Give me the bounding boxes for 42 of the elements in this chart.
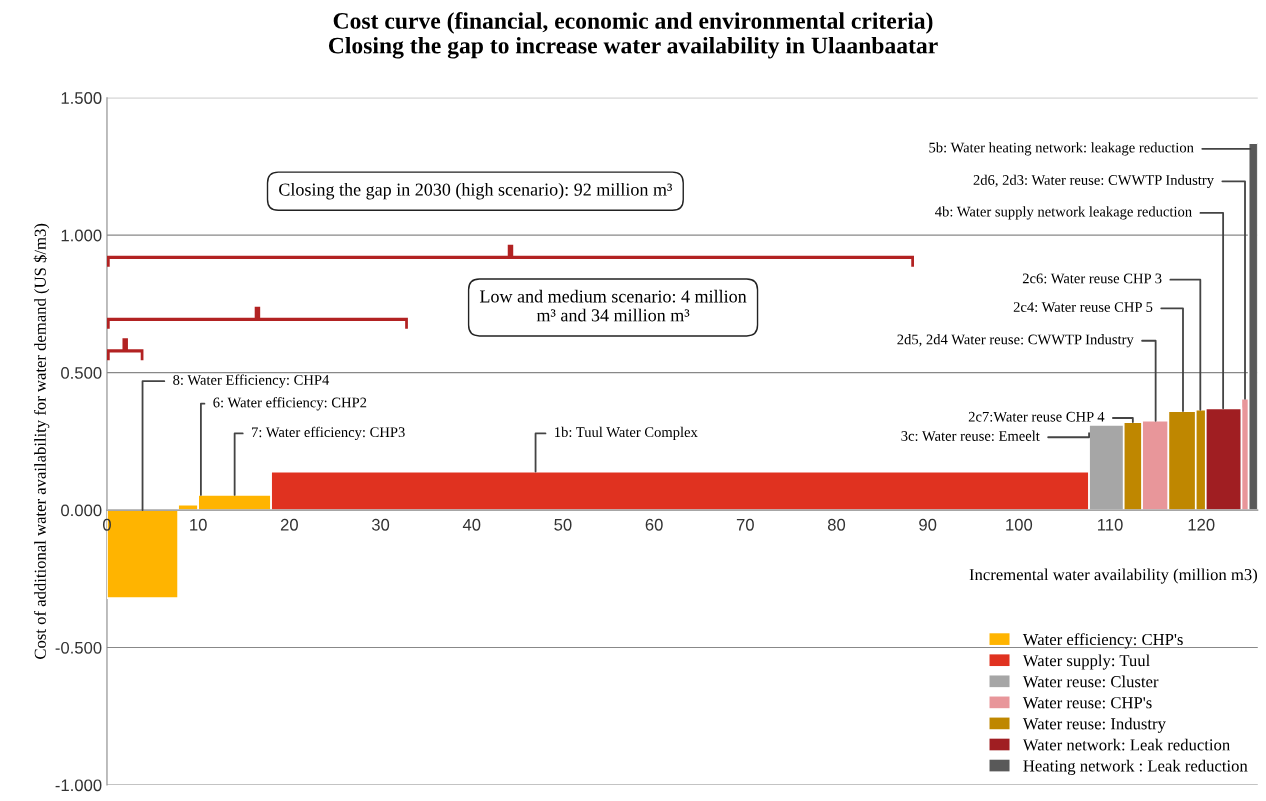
legend-label: Water reuse: Cluster [1022,675,1159,688]
annotation: 6: Water efficiency: CHP2 [213,396,367,411]
annotation: 2d6, 2d3: Water reuse: CWWTP Industry [973,174,1214,188]
y-tick-label: 0.000 [61,504,102,517]
annotation: 1b: Tuul Water Complex [555,426,698,440]
y-tick-label: 1.500 [61,92,102,104]
x-tick-label: 60 [645,518,663,531]
legend-label: Water reuse: CHP's [1022,697,1152,709]
annotation: 2d5, 2d4 Water reuse: CWWTP Industry [897,334,1134,348]
legend-label: Heating network : Leak reduction [1023,759,1248,775]
x-tick-label: 10 [190,518,207,531]
x-tick-label: 80 [827,518,846,531]
y-tick-label: 1.000 [61,229,102,242]
legend-label: Water efficiency: CHP's [1022,633,1183,649]
annotation: 7: Water efficiency: CHP3 [252,426,405,441]
annotation: 2c7:Water reuse CHP 4 [968,411,1105,422]
chart-title: Cost curve (financial, economic and environmental criteria) Closing the gap to increase water availability in Ulaanbaatar [328,12,938,59]
x-tick-label: 120 [1188,518,1215,531]
annotation: 8: Water Efficiency: CHP4 [173,374,330,388]
x-tick-label: 20 [280,518,298,531]
x-tick-label: 90 [919,518,937,531]
legend-label: Water reuse: Industry [1022,717,1166,733]
annotation: Closing the gap in 2030 (high scenario): 92 million m³ [279,182,673,200]
x-axis-title: Incremental water availability (million m3) [969,568,1258,584]
legend-label: Water supply: Tuul [1022,654,1150,670]
annotation: 2c6: Water reuse CHP 3 [1022,273,1162,284]
y-tick-label: 0.500 [61,367,102,379]
x-tick-label: 50 [554,518,572,531]
x-tick-label: 40 [462,518,481,531]
y-axis-title: Cost of additional water availability for water demand (US $/m3) [33,223,50,659]
x-tick-label: 70 [736,518,754,531]
annotation: 2c4: Water reuse CHP 5 [1013,302,1153,313]
x-tick-label: 110 [1098,518,1123,531]
x-tick-label: 100 [1006,518,1033,531]
annotation: 5b: Water heating network: leakage reduction [929,142,1194,156]
annotation: 3c: Water reuse: Emeelt [901,430,1040,441]
y-tick-label: -0.500 [55,641,102,654]
x-tick-label: 30 [371,518,390,531]
legend-label: Water network: Leak reduction [1022,738,1230,751]
annotation: 4b: Water supply network leakage reduction [935,206,1192,220]
annotation: Low and medium scenario: 4 million m³ and 34 million m³ [479,289,747,322]
y-tick-label: -1.000 [55,779,102,792]
